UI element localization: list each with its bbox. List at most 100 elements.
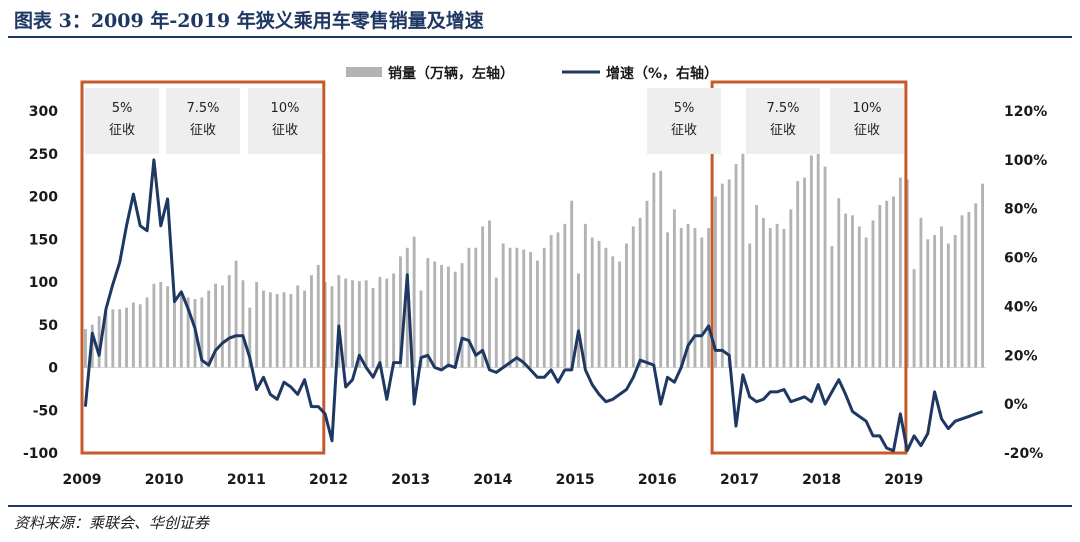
sales-bar xyxy=(488,220,491,368)
sales-bar xyxy=(748,243,752,368)
sales-bar xyxy=(686,223,690,368)
annotation-box xyxy=(248,88,322,154)
sales-bar xyxy=(892,196,895,368)
right-axis-tick: 120% xyxy=(1004,104,1047,120)
sales-bar xyxy=(830,246,834,368)
sales-bar xyxy=(782,228,786,368)
sales-bar xyxy=(316,264,320,368)
annotation-box xyxy=(830,88,904,154)
sales-bar xyxy=(275,293,279,368)
x-axis-tick: 2015 xyxy=(556,472,595,488)
left-axis-tick: 50 xyxy=(39,318,59,334)
sales-bar xyxy=(426,258,430,368)
sales-bar xyxy=(392,273,396,368)
sales-growth-chart: 5% 征收 7.5% 征收 10% 征收 5% 征收 7.5% 征收 10% 征收 300 250 200… xyxy=(23,65,1047,488)
sales-bar xyxy=(618,261,622,368)
annotation-label: 征收 xyxy=(272,123,298,138)
sales-bar xyxy=(974,203,978,368)
sales-bar xyxy=(796,181,800,368)
sales-bar xyxy=(104,311,108,368)
sales-bar xyxy=(871,220,875,368)
right-axis-tick: -20% xyxy=(1004,446,1043,462)
sales-bar xyxy=(768,228,772,368)
left-axis-tick: 150 xyxy=(29,232,58,248)
sales-bar xyxy=(173,293,176,368)
sales-bar xyxy=(227,275,231,368)
x-axis-tick: 2013 xyxy=(391,472,430,488)
sales-bar xyxy=(775,223,779,368)
sales-bar xyxy=(364,280,368,368)
highlight-box-2 xyxy=(710,80,908,455)
sales-bar xyxy=(474,247,478,368)
right-axis-tick: 80% xyxy=(1004,202,1038,218)
sales-bar xyxy=(453,271,457,368)
sales-bar xyxy=(186,297,190,368)
sales-bar xyxy=(220,285,224,368)
sales-bar xyxy=(816,132,820,368)
sales-bar xyxy=(111,309,115,368)
sales-bar xyxy=(309,275,313,368)
highlight-box-1 xyxy=(80,80,326,455)
sales-bar xyxy=(857,226,861,368)
sales-bars xyxy=(83,132,985,368)
sales-bar xyxy=(289,293,293,368)
sales-bar xyxy=(138,304,142,368)
annotation-rate: 5% xyxy=(112,101,133,116)
sales-bar xyxy=(207,290,211,368)
sales-bar xyxy=(200,297,204,368)
sales-bar xyxy=(583,223,587,368)
sales-bar xyxy=(440,264,443,368)
sales-bar xyxy=(912,269,916,368)
annotation-label: 征收 xyxy=(770,123,796,138)
sales-bar xyxy=(919,217,923,368)
sales-bar xyxy=(152,283,156,368)
sales-bar xyxy=(83,329,87,368)
left-axis-tick: 250 xyxy=(29,147,58,163)
sales-bar xyxy=(399,256,402,368)
left-axis-tick: 100 xyxy=(29,275,58,291)
growth-line-group xyxy=(83,158,984,453)
sales-bar xyxy=(446,266,450,368)
sales-bar xyxy=(803,177,806,368)
sales-bar xyxy=(844,213,848,368)
sales-bar xyxy=(494,277,498,368)
sales-bar xyxy=(570,200,574,368)
sales-bar xyxy=(714,196,717,368)
x-axis-tick: 2018 xyxy=(802,472,841,488)
sales-bar xyxy=(385,278,389,368)
left-axis-tick: -50 xyxy=(33,403,59,419)
right-axis-tick: 20% xyxy=(1004,348,1038,364)
sales-bar xyxy=(419,290,423,368)
sales-bar xyxy=(460,263,464,368)
right-axis-tick: 60% xyxy=(1004,251,1038,267)
sales-bar xyxy=(878,205,882,368)
sales-bar xyxy=(720,183,724,368)
sales-bar xyxy=(131,302,135,368)
sales-bar xyxy=(885,200,889,368)
sales-bar xyxy=(761,217,765,368)
sales-bar xyxy=(481,226,485,368)
sales-bar xyxy=(707,228,711,368)
sales-bar xyxy=(535,260,539,368)
annotation-rate: 7.5% xyxy=(186,101,219,116)
sales-bar xyxy=(159,282,163,368)
annotation-label: 征收 xyxy=(671,123,697,138)
sales-bar xyxy=(344,278,348,368)
annotation-label: 征收 xyxy=(109,123,135,138)
footer-divider xyxy=(8,505,1072,507)
left-axis-tick: -100 xyxy=(23,446,58,462)
sales-bar xyxy=(125,307,128,368)
legend-bar-swatch xyxy=(346,67,382,77)
sales-bar xyxy=(659,170,663,368)
sales-bar xyxy=(262,290,265,368)
sales-bar xyxy=(529,252,533,368)
axes: 300 250 200 150 100 50 0 -50 -100 120% 100% 80% 60% 4… xyxy=(23,104,1047,488)
sales-bar xyxy=(118,309,122,368)
sales-bar xyxy=(741,153,745,368)
annotation-label: 征收 xyxy=(854,123,880,138)
sales-bar xyxy=(296,285,300,368)
sales-bar xyxy=(809,155,813,368)
x-axis-tick: 2017 xyxy=(720,472,759,488)
annotation-rate: 7.5% xyxy=(766,101,799,116)
annotation-box xyxy=(166,88,240,154)
